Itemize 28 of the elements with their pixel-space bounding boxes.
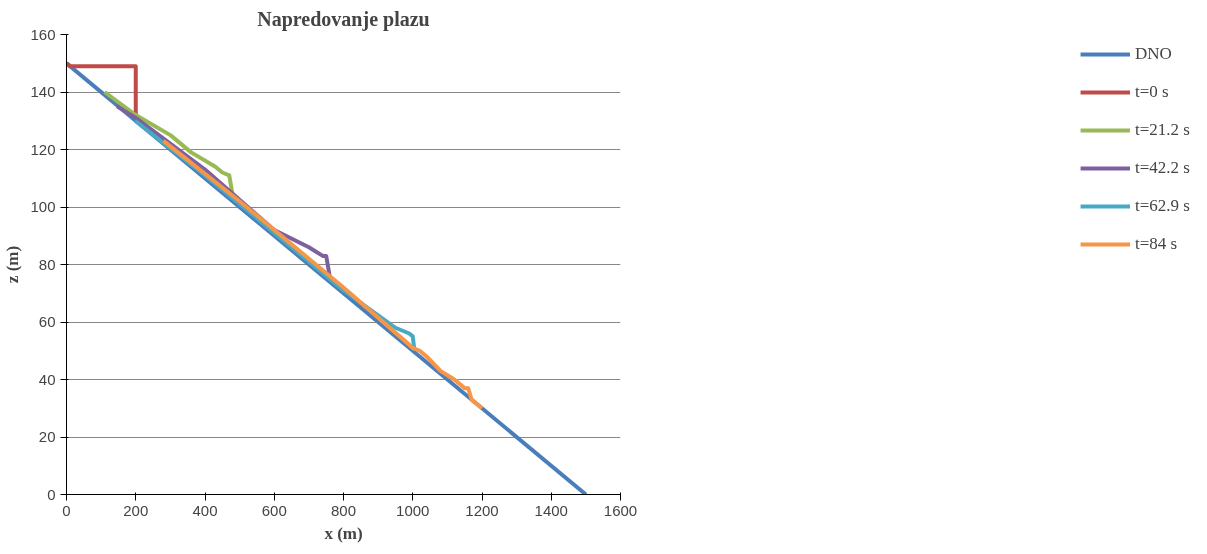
chart-title: Napredovanje plazu bbox=[257, 7, 430, 31]
legend-label: DNO bbox=[1135, 44, 1172, 64]
x-tick-label: 400 bbox=[192, 501, 218, 519]
x-tick-label: 600 bbox=[261, 501, 287, 519]
y-tick-label: 60 bbox=[38, 313, 56, 330]
y-tick-label: 120 bbox=[30, 140, 56, 158]
legend-label: t=84 s bbox=[1135, 234, 1178, 254]
y-axis-title: z (m) bbox=[3, 245, 23, 284]
x-tick-label: 200 bbox=[123, 501, 149, 519]
x-tick-label: 1000 bbox=[396, 501, 430, 519]
legend-label: t=0 s bbox=[1135, 82, 1169, 102]
x-tick-label: 0 bbox=[62, 501, 71, 519]
y-tick-label: 0 bbox=[47, 485, 56, 503]
y-tick-label: 80 bbox=[38, 255, 56, 273]
y-tick-label: 40 bbox=[38, 370, 56, 388]
x-tick-label: 1400 bbox=[534, 501, 568, 519]
y-tick-label: 20 bbox=[38, 428, 56, 445]
legend-label: t=21.2 s bbox=[1135, 120, 1190, 140]
legend-label: t=62.9 s bbox=[1135, 196, 1190, 216]
legend-label: t=42.2 s bbox=[1135, 158, 1190, 178]
y-tick-label: 160 bbox=[30, 25, 56, 43]
x-tick-label: 1600 bbox=[603, 501, 638, 519]
x-tick-label: 1200 bbox=[465, 501, 499, 519]
y-tick-label: 100 bbox=[30, 198, 56, 215]
y-tick-label: 140 bbox=[30, 83, 56, 100]
line-series bbox=[161, 138, 484, 411]
x-axis-title: x (m) bbox=[324, 523, 363, 543]
x-tick-label: 800 bbox=[330, 501, 357, 519]
